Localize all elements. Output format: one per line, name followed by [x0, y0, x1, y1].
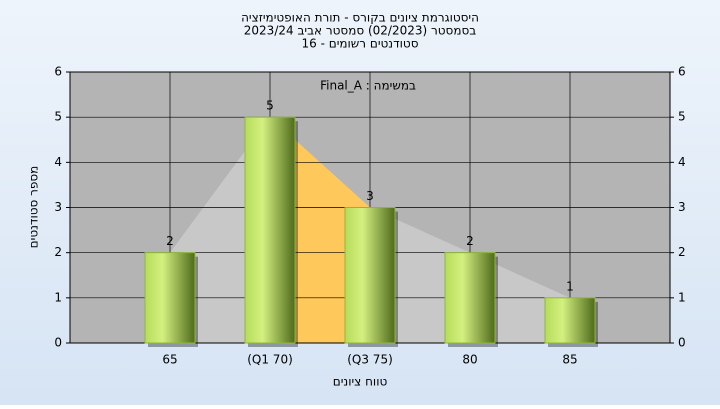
y2-tick-label: 0: [678, 336, 686, 350]
y2-tick-label: 3: [678, 200, 686, 214]
annotation: Final_A : במשימה: [320, 79, 416, 93]
value-label: 2: [166, 234, 174, 248]
y2-tick-label: 4: [678, 155, 686, 169]
y-tick-label: 5: [54, 110, 62, 124]
y-tick-label: 3: [54, 200, 62, 214]
y-tick-label: 2: [54, 245, 62, 259]
value-label: 2: [466, 234, 474, 248]
chart-subtitle: בסמסטר (02/2023) סמסטר אביב 2023/24: [244, 24, 476, 38]
value-label: 1: [566, 279, 574, 293]
x-tick-label: 65: [162, 353, 177, 367]
y2-tick-label: 5: [678, 110, 686, 124]
y2-tick-label: 2: [678, 245, 686, 259]
y-tick-label: 4: [54, 155, 62, 169]
bar: [244, 116, 296, 344]
y2-tick-label: 6: [678, 65, 686, 79]
x-tick-label: 85: [562, 353, 577, 367]
bar: [544, 297, 596, 344]
y-tick-label: 6: [54, 65, 62, 79]
chart-subtitle: סטודנטים רשומים - 16: [301, 37, 418, 51]
bar: [344, 207, 396, 344]
value-label: 3: [366, 189, 374, 203]
x-tick-label: 80: [462, 353, 477, 367]
y-tick-label: 0: [54, 336, 62, 350]
y2-tick-label: 1: [678, 290, 686, 304]
x-tick-label: (Q1 70): [247, 353, 293, 367]
x-tick-label: (Q3 75): [347, 353, 393, 367]
bar: [144, 252, 196, 344]
bar: [444, 252, 496, 344]
y-axis-label: מספר סטודנטים: [27, 166, 41, 249]
y-tick-label: 1: [54, 290, 62, 304]
x-axis-label: טווח ציונים: [333, 375, 388, 389]
value-label: 5: [266, 99, 274, 113]
chart-title: היסטוגרמת ציונים בקורס - תורת האופטימיזצ…: [241, 11, 479, 25]
